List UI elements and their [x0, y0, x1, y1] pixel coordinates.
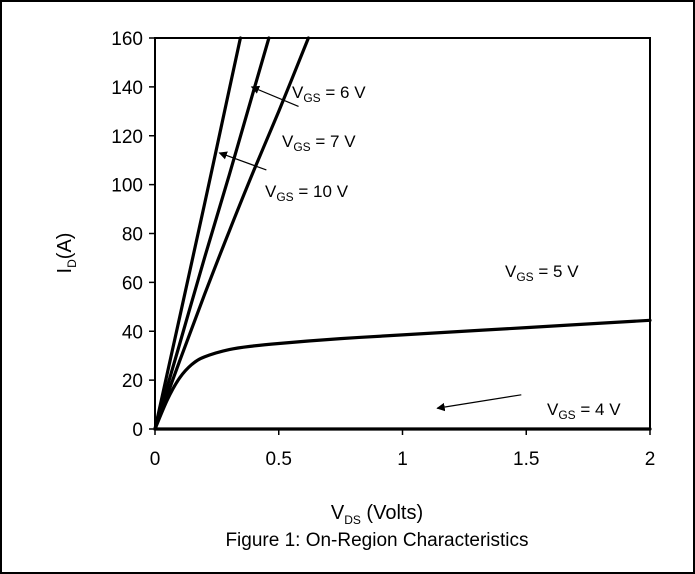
y-tick-label: 120 — [111, 127, 143, 148]
x-tick-label: 1.5 — [513, 449, 539, 470]
curve-line — [153, 36, 242, 431]
y-tick-label: 160 — [111, 29, 143, 50]
y-tick-label: 100 — [111, 176, 143, 197]
y-tick-label: 40 — [122, 322, 143, 343]
curve-label-vgs-4v: VGS = 4 V — [547, 400, 621, 422]
y-tick-label: 140 — [111, 78, 143, 99]
x-axis-title: VDS (Volts) — [331, 502, 423, 527]
curve-label-vgs-5v: VGS = 5 V — [505, 262, 579, 284]
curve-line — [153, 36, 310, 431]
figure-caption: Figure 1: On-Region Characteristics — [225, 530, 528, 551]
y-tick-label: 20 — [122, 371, 143, 392]
x-tick-label: 0 — [150, 449, 161, 470]
y-tick-label: 80 — [122, 225, 143, 246]
tick-labels: 0 20 40 60 80 100 120 140 160 0 0.5 1 1.5 2 — [111, 29, 655, 470]
arrow-vgs-6v — [250, 85, 299, 107]
x-tick-label: 0.5 — [266, 449, 292, 470]
x-tick-label: 2 — [645, 449, 656, 470]
arrow-vgs-4v — [436, 394, 522, 412]
curve-label-vgs-10v: VGS = 10 V — [265, 182, 349, 204]
annotation-arrows — [218, 85, 522, 412]
y-axis-title: ID(A) — [54, 233, 79, 274]
x-tick-label: 1 — [397, 449, 408, 470]
curve-label-vgs-6v: VGS = 6 V — [292, 83, 366, 105]
y-tick-label: 60 — [122, 273, 143, 294]
y-tick-label: 0 — [132, 420, 143, 441]
curve-line — [153, 318, 652, 431]
curves — [153, 36, 652, 431]
curve-line — [153, 36, 271, 431]
arrow-vgs-7v — [218, 151, 267, 171]
curve-label-vgs-7v: VGS = 7 V — [282, 132, 356, 154]
